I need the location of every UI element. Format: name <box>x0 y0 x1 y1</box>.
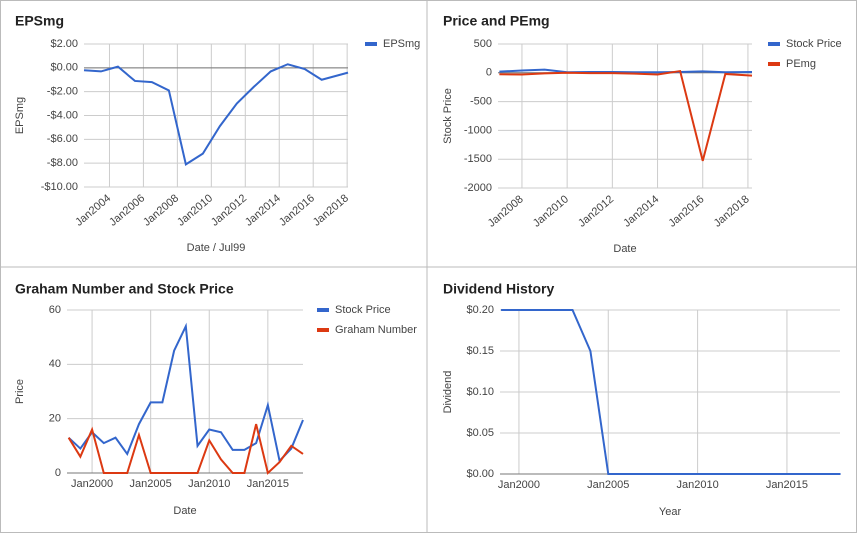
y-axis-label: Price <box>14 379 26 404</box>
x-axis-label: Date <box>173 505 196 517</box>
y-tick-label: $0.15 <box>466 345 494 357</box>
x-tick-label: Jan2018 <box>712 193 752 229</box>
y-axis-label: Dividend <box>442 371 454 414</box>
x-tick-label: Jan2005 <box>587 479 629 491</box>
y-axis-label: Stock Price <box>442 88 454 144</box>
y-tick-label: 40 <box>49 358 61 370</box>
series-line <box>501 309 841 475</box>
series-line <box>499 68 753 74</box>
y-tick-label: -500 <box>470 96 492 108</box>
legend-label: Graham Number <box>335 324 417 336</box>
x-tick-label: Jan2012 <box>576 193 616 229</box>
chart-panel: Price and PEmg5000-500-1000-1500-2000Jan… <box>442 13 842 255</box>
chart-title: EPSmg <box>15 13 64 29</box>
legend-swatch <box>317 308 329 312</box>
x-tick-label: Jan2016 <box>277 192 317 228</box>
x-tick-label: Jan2015 <box>766 479 808 491</box>
legend-label: Stock Price <box>335 304 391 316</box>
y-tick-label: 500 <box>474 38 492 50</box>
legend-label: PEmg <box>786 58 816 70</box>
x-tick-label: Jan2018 <box>311 192 351 228</box>
x-tick-label: Jan2014 <box>621 193 661 229</box>
y-tick-label: 0 <box>55 467 61 479</box>
y-tick-label: 60 <box>49 304 61 316</box>
y-tick-label: 20 <box>49 413 61 425</box>
x-tick-label: Jan2000 <box>498 479 540 491</box>
y-tick-label: $2.00 <box>50 38 78 50</box>
y-tick-label: -2000 <box>464 182 492 194</box>
y-tick-label: 0 <box>486 67 492 79</box>
x-axis-label: Year <box>659 506 682 518</box>
chart-title: Dividend History <box>443 281 554 297</box>
y-tick-label: $0.00 <box>466 468 494 480</box>
chart-panel: Dividend History $0.00 $0.05 $0.10 $0.15 $0.2… <box>442 281 841 518</box>
legend-swatch <box>365 42 377 46</box>
chart-panel: EPSmg $2.00 $0.00 -$2.00 -$4.00 -$6.00 -$8.00 -… <box>14 13 420 254</box>
y-tick-label: -$2.00 <box>47 86 78 98</box>
legend-label: EPSmg <box>383 38 420 50</box>
x-tick-label: Jan2008 <box>141 192 181 228</box>
x-tick-label: Jan2010 <box>531 193 571 229</box>
x-tick-label: Jan2015 <box>247 478 289 490</box>
y-tick-label: -1000 <box>464 124 492 136</box>
x-tick-label: Jan2016 <box>666 193 706 229</box>
y-tick-label: $0.00 <box>50 62 78 74</box>
x-tick-label: Jan2008 <box>486 193 526 229</box>
y-tick-label: -$10.00 <box>41 181 78 193</box>
legend-swatch <box>768 62 780 66</box>
y-tick-label: $0.05 <box>466 427 494 439</box>
legend-swatch <box>768 42 780 46</box>
x-tick-label: Jan2004 <box>73 192 113 228</box>
x-tick-label: Jan2010 <box>188 478 230 490</box>
y-tick-label: -$6.00 <box>47 133 78 145</box>
y-axis-label: EPSmg <box>14 97 26 134</box>
chart-title: Price and PEmg <box>443 13 550 29</box>
series-line <box>83 63 349 166</box>
legend-swatch <box>317 328 329 332</box>
series-line <box>499 69 753 162</box>
x-tick-label: Jan2005 <box>130 478 172 490</box>
y-tick-label: -$4.00 <box>47 109 78 121</box>
x-tick-label: Jan2010 <box>175 192 215 228</box>
series-line <box>67 322 304 463</box>
chart-panel: Graham Number and Stock Price 0 20 40 60 Jan2… <box>14 281 417 517</box>
x-axis-label: Date <box>613 243 636 255</box>
x-tick-label: Jan2000 <box>71 478 113 490</box>
x-tick-label: Jan2010 <box>676 479 718 491</box>
y-tick-label: -1500 <box>464 153 492 165</box>
x-tick-label: Jan2014 <box>243 192 283 228</box>
series-line <box>67 423 304 475</box>
x-axis-label: Date / Jul99 <box>187 242 246 254</box>
x-tick-label: Jan2006 <box>107 192 147 228</box>
y-tick-label: $0.20 <box>466 304 494 316</box>
y-tick-label: $0.10 <box>466 386 494 398</box>
legend-label: Stock Price <box>786 38 842 50</box>
y-tick-label: -$8.00 <box>47 157 78 169</box>
x-tick-label: Jan2012 <box>209 192 249 228</box>
chart-title: Graham Number and Stock Price <box>15 281 234 297</box>
